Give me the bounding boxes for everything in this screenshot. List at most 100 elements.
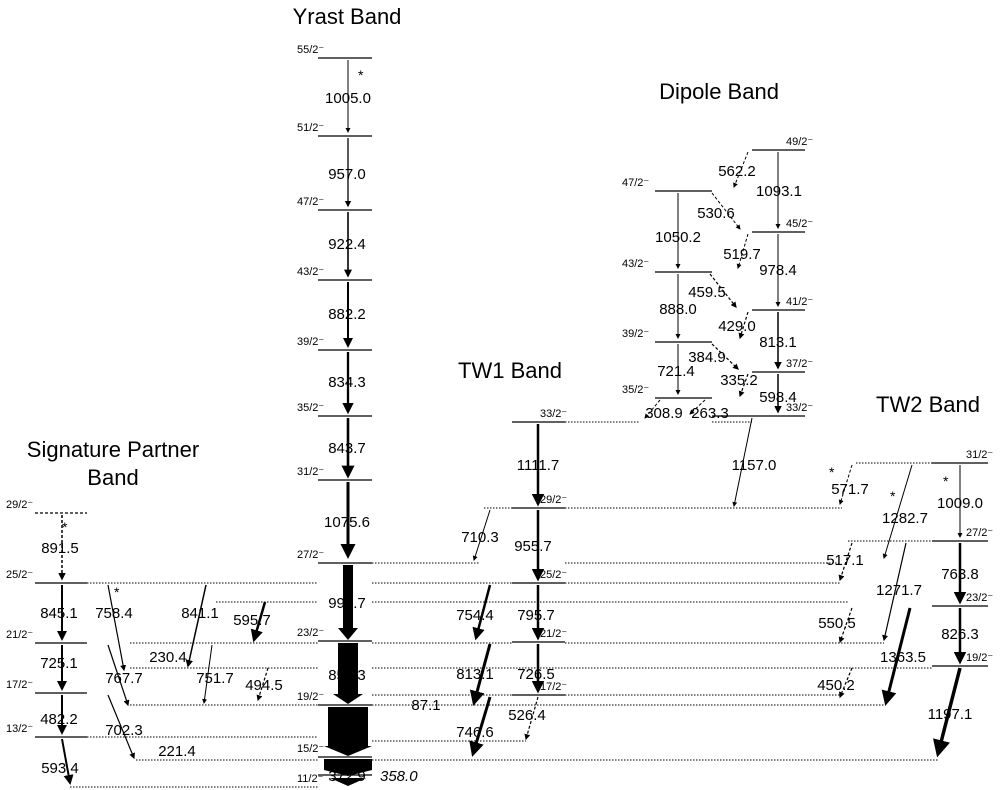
transition-arrow bbox=[469, 643, 492, 706]
energy-label: 955.7 bbox=[514, 538, 552, 555]
transition-arrow bbox=[202, 644, 213, 704]
spin-label: 55/2⁻ bbox=[297, 44, 324, 56]
spin-label: 39/2⁻ bbox=[622, 328, 649, 340]
transition-arrow-thick bbox=[338, 565, 358, 640]
transition-arrow bbox=[472, 584, 492, 641]
spin-label: 13/2⁻ bbox=[6, 723, 33, 735]
spin-label: 43/2⁻ bbox=[622, 258, 649, 270]
energy-label: 882.2 bbox=[328, 306, 366, 323]
spin-label: 47/2⁻ bbox=[622, 177, 649, 189]
energy-label: 494.5 bbox=[245, 677, 283, 694]
energy-label: 813.1 bbox=[456, 666, 494, 683]
energy-label: 843.7 bbox=[328, 440, 366, 457]
spin-label: 27/2⁻ bbox=[297, 549, 324, 561]
energy-label: 659.8 bbox=[328, 725, 366, 742]
spin-label: 23/2⁻ bbox=[297, 627, 324, 639]
energy-label: 710.3 bbox=[461, 529, 499, 546]
energy-label: 754.4 bbox=[456, 607, 494, 624]
energy-label: 721.4 bbox=[657, 363, 695, 380]
tentative-star: * bbox=[358, 67, 364, 83]
energy-label: 726.5 bbox=[517, 666, 555, 683]
band-title-yrast: Yrast Band bbox=[293, 4, 402, 29]
energy-label: 826.3 bbox=[941, 626, 979, 643]
spin-label: 33/2⁻ bbox=[786, 402, 813, 414]
energy-label: 957.0 bbox=[328, 166, 366, 183]
transition-arrow bbox=[689, 399, 706, 415]
energy-label: 450.2 bbox=[817, 677, 855, 694]
energy-label: 593.4 bbox=[41, 760, 79, 777]
energy-label: 978.4 bbox=[759, 262, 797, 279]
tentative-star: * bbox=[890, 488, 896, 504]
energy-label: 459.5 bbox=[688, 284, 726, 301]
transition-arrow bbox=[736, 233, 749, 269]
transition-arrow bbox=[881, 607, 912, 706]
transition-arrow bbox=[524, 696, 539, 741]
energy-label: 530.6 bbox=[697, 205, 735, 222]
transition-arrow bbox=[107, 694, 135, 760]
transition-arrow bbox=[644, 399, 661, 419]
transition-arrow bbox=[250, 601, 267, 643]
energy-label: 999.7 bbox=[328, 595, 366, 612]
energy-label-italic: 358.0 bbox=[380, 768, 418, 785]
energy-label: 702.3 bbox=[105, 722, 143, 739]
spin-label: 15/2⁻ bbox=[297, 743, 324, 755]
spin-label: 25/2⁻ bbox=[540, 569, 567, 581]
spin-label: 49/2⁻ bbox=[786, 136, 813, 148]
transition-arrow-thick bbox=[330, 778, 366, 786]
energy-label: 1282.7 bbox=[882, 510, 928, 527]
energy-label: 888.0 bbox=[659, 301, 697, 318]
transition-arrow bbox=[711, 343, 739, 370]
energy-label: 813.1 bbox=[759, 334, 797, 351]
energy-label: 87.1 bbox=[411, 697, 440, 714]
signature-partner-band: 29/2⁻ 25/2⁻ 21/2⁻ 17/2⁻ 13/2⁻ * * 891.5 … bbox=[6, 499, 283, 785]
energy-label: 758.4 bbox=[95, 605, 133, 622]
energy-label: 1009.0 bbox=[937, 495, 983, 512]
band-title-signature-line2: Band bbox=[87, 465, 138, 490]
tw2-band: 31/2⁻ 27/2⁻ 23/2⁻ 19/2⁻ * * * 571.7 1282… bbox=[817, 449, 993, 758]
energy-label: 1197.1 bbox=[928, 706, 973, 723]
transition-arrow bbox=[732, 417, 753, 507]
transition-arrow bbox=[738, 311, 749, 340]
spin-label: 23/2⁻ bbox=[966, 592, 993, 604]
spin-label: 37/2⁻ bbox=[786, 358, 813, 370]
energy-label: 598.4 bbox=[759, 389, 797, 406]
energy-label: 230.4 bbox=[149, 649, 187, 666]
energy-label: 517.1 bbox=[826, 552, 864, 569]
energy-label: 263.3 bbox=[691, 405, 729, 422]
energy-label: 372.9 bbox=[328, 768, 366, 785]
energy-label: 384.9 bbox=[688, 349, 726, 366]
transition-arrow bbox=[472, 509, 491, 561]
energy-label: 891.5 bbox=[41, 540, 79, 557]
transition-arrow bbox=[882, 542, 907, 642]
spin-label: 21/2⁻ bbox=[6, 629, 33, 641]
spin-label: 17/2⁻ bbox=[540, 681, 567, 693]
energy-label: 854.3 bbox=[328, 667, 366, 684]
energy-label: 1363.5 bbox=[880, 649, 926, 666]
transition-arrow bbox=[838, 542, 853, 582]
energy-label: 1050.2 bbox=[655, 229, 701, 246]
dipole-band: 47/2⁻ 43/2⁻ 39/2⁻ 35/2⁻ 49/2⁻ 45/2⁻ 41/2… bbox=[622, 136, 813, 507]
energy-label: 834.3 bbox=[328, 374, 366, 391]
energy-label: 1157.0 bbox=[732, 457, 777, 474]
energy-label: 746.6 bbox=[456, 724, 494, 741]
spin-label: 47/2⁻ bbox=[297, 196, 324, 208]
yrast-band: 55/2⁻ 51/2⁻ 47/2⁻ 43/2⁻ 39/2⁻ 35/2⁻ 31/2… bbox=[297, 44, 418, 786]
spin-label: 29/2⁻ bbox=[6, 499, 33, 511]
band-title-dipole: Dipole Band bbox=[659, 79, 779, 104]
energy-label: 571.7 bbox=[831, 481, 869, 498]
energy-label: 1005.0 bbox=[325, 90, 371, 107]
spin-label: 31/2⁻ bbox=[966, 449, 993, 461]
spin-label: 51/2⁻ bbox=[297, 122, 324, 134]
energy-label: 519.7 bbox=[723, 246, 761, 263]
transition-arrow bbox=[838, 607, 853, 644]
transition-arrow bbox=[882, 464, 913, 559]
tentative-star: * bbox=[114, 584, 120, 600]
band-title-signature-line1: Signature Partner bbox=[27, 437, 199, 462]
energy-label: 562.2 bbox=[718, 163, 756, 180]
transition-arrow bbox=[107, 644, 130, 707]
spin-label: 19/2⁻ bbox=[966, 652, 993, 664]
energy-label: 922.4 bbox=[328, 236, 366, 253]
transition-arrow bbox=[733, 151, 749, 188]
